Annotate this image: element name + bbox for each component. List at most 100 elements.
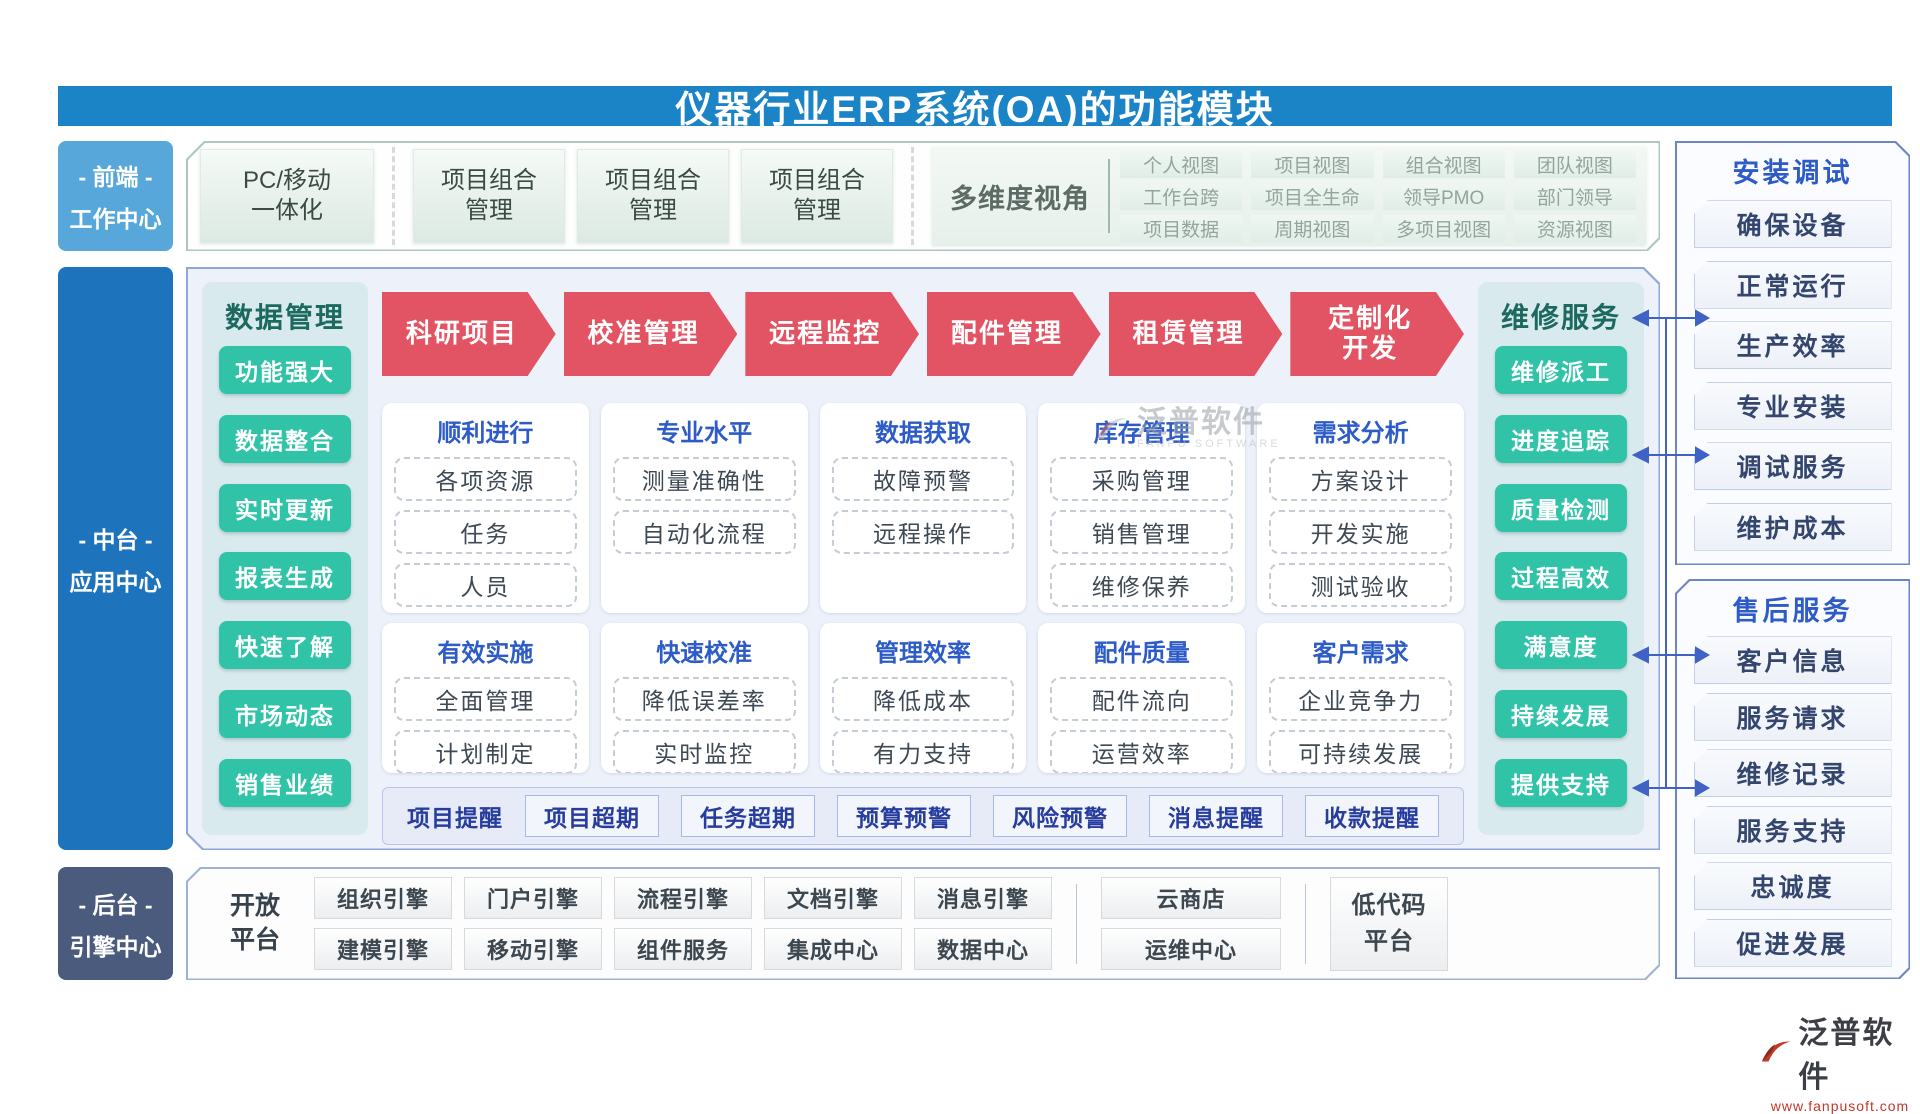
- card-item[interactable]: 测量准确性: [612, 457, 796, 501]
- view-cell[interactable]: 项目视图: [1251, 150, 1374, 178]
- module-banner[interactable]: 定制化 开发: [1290, 292, 1464, 376]
- panel-item[interactable]: 维护成本: [1693, 502, 1892, 551]
- card-item[interactable]: 各项资源: [394, 457, 577, 501]
- card-item[interactable]: 远程操作: [831, 510, 1015, 554]
- card-item[interactable]: 任务: [394, 510, 577, 554]
- card-item[interactable]: 运营效率: [1050, 730, 1234, 773]
- panel-item[interactable]: 专业安装: [1693, 381, 1892, 430]
- card-item[interactable]: 降低误差率: [612, 677, 796, 721]
- engine-box[interactable]: 数据中心: [914, 928, 1052, 970]
- panel-item[interactable]: 正常运行: [1693, 260, 1892, 309]
- data-management-panel: 数据管理 功能强大 数据整合 实时更新 报表生成 快速了解 市场动态 销售业绩: [202, 282, 368, 835]
- panel-item[interactable]: 确保设备: [1693, 200, 1892, 249]
- data-button[interactable]: 实时更新: [219, 483, 351, 532]
- service-button[interactable]: 进度追踪: [1495, 415, 1627, 464]
- engine-box[interactable]: 门户引擎: [464, 877, 602, 919]
- panel-title: 售后服务: [1732, 596, 1853, 626]
- panel-item[interactable]: 服务请求: [1693, 692, 1892, 741]
- module-banner[interactable]: 科研项目: [382, 292, 556, 376]
- view-cell[interactable]: 工作台跨: [1120, 182, 1243, 210]
- card-item[interactable]: 测试验收: [1269, 563, 1452, 607]
- low-code-platform-box[interactable]: 低代码平台: [1330, 876, 1448, 971]
- data-button[interactable]: 报表生成: [219, 552, 351, 601]
- panel-item[interactable]: 客户信息: [1693, 636, 1892, 685]
- sidebar-label: - 中台 -: [78, 526, 153, 553]
- alert-item[interactable]: 预算预警: [837, 795, 971, 837]
- module-banner[interactable]: 租赁管理: [1109, 292, 1283, 376]
- card-item[interactable]: 降低成本: [831, 677, 1015, 721]
- page-title: 仪器行业ERP系统(OA)的功能模块: [675, 89, 1275, 130]
- cloud-box[interactable]: 运维中心: [1101, 928, 1281, 970]
- sidebar-item-backend[interactable]: - 后台 - 引擎中心: [58, 867, 173, 980]
- sidebar-item-midplatform[interactable]: - 中台 - 应用中心: [58, 267, 173, 850]
- card-item[interactable]: 自动化流程: [612, 510, 796, 554]
- portfolio-box[interactable]: 项目组合 管理: [741, 149, 893, 243]
- engine-box[interactable]: 组件服务: [614, 928, 752, 970]
- card-item[interactable]: 开发实施: [1269, 510, 1452, 554]
- card-item[interactable]: 销售管理: [1050, 510, 1234, 554]
- view-cell[interactable]: 多项目视图: [1382, 214, 1505, 242]
- view-cell[interactable]: 组合视图: [1382, 150, 1505, 178]
- module-banner[interactable]: 远程监控: [745, 292, 919, 376]
- card-item[interactable]: 计划制定: [394, 730, 577, 773]
- card-item[interactable]: 方案设计: [1269, 457, 1452, 501]
- view-cell[interactable]: 团队视图: [1513, 150, 1636, 178]
- view-cell[interactable]: 项目全生命: [1251, 182, 1374, 210]
- install-debug-panel: 安装调试 确保设备 正常运行 生产效率 专业安装 调试服务 维护成本: [1675, 141, 1910, 565]
- alert-item[interactable]: 收款提醒: [1305, 795, 1439, 837]
- service-button[interactable]: 持续发展: [1495, 689, 1627, 738]
- fanpu-logo[interactable]: 泛普软件 www.fanpusoft.com: [1760, 1008, 1920, 1114]
- data-button[interactable]: 数据整合: [219, 415, 351, 464]
- service-button[interactable]: 过程高效: [1495, 552, 1627, 601]
- view-cell[interactable]: 个人视图: [1120, 150, 1243, 178]
- module-banner[interactable]: 配件管理: [927, 292, 1101, 376]
- alert-item[interactable]: 风险预警: [993, 795, 1127, 837]
- data-button[interactable]: 功能强大: [219, 346, 351, 395]
- card-item[interactable]: 人员: [394, 563, 577, 607]
- card-item[interactable]: 企业竞争力: [1269, 677, 1452, 721]
- panel-item[interactable]: 促进发展: [1693, 918, 1892, 967]
- panel-item[interactable]: 服务支持: [1693, 805, 1892, 854]
- service-button[interactable]: 质量检测: [1495, 483, 1627, 532]
- view-cell[interactable]: 周期视图: [1251, 214, 1374, 242]
- sidebar-item-frontend[interactable]: - 前端 - 工作中心: [58, 141, 173, 251]
- service-button[interactable]: 维修派工: [1495, 346, 1627, 395]
- alert-item[interactable]: 任务超期: [681, 795, 815, 837]
- view-cell[interactable]: 项目数据: [1120, 214, 1243, 242]
- data-button[interactable]: 快速了解: [219, 621, 351, 670]
- engine-box[interactable]: 消息引擎: [914, 877, 1052, 919]
- engine-box[interactable]: 组织引擎: [314, 877, 452, 919]
- view-cell[interactable]: 部门领导: [1513, 182, 1636, 210]
- card-item[interactable]: 有力支持: [831, 730, 1015, 773]
- panel-item[interactable]: 忠诚度: [1693, 862, 1892, 911]
- engine-box[interactable]: 文档引擎: [764, 877, 902, 919]
- card-item[interactable]: 实时监控: [612, 730, 796, 773]
- engine-box[interactable]: 移动引擎: [464, 928, 602, 970]
- cloud-box[interactable]: 云商店: [1101, 877, 1281, 919]
- portfolio-box[interactable]: 项目组合 管理: [413, 149, 565, 243]
- engine-box[interactable]: 建模引擎: [314, 928, 452, 970]
- card-item[interactable]: 配件流向: [1050, 677, 1234, 721]
- engine-box[interactable]: 集成中心: [764, 928, 902, 970]
- portfolio-box[interactable]: 项目组合 管理: [577, 149, 729, 243]
- engine-box[interactable]: 流程引擎: [614, 877, 752, 919]
- service-button[interactable]: 提供支持: [1495, 758, 1627, 807]
- data-button[interactable]: 销售业绩: [219, 758, 351, 807]
- card-item[interactable]: 采购管理: [1050, 457, 1234, 501]
- card-item[interactable]: 故障预警: [831, 457, 1015, 501]
- panel-item[interactable]: 维修记录: [1693, 749, 1892, 798]
- pc-mobile-box[interactable]: PC/移动 一体化: [200, 149, 374, 243]
- card-item[interactable]: 维修保养: [1050, 563, 1234, 607]
- card-item[interactable]: 可持续发展: [1269, 730, 1452, 773]
- data-button[interactable]: 市场动态: [219, 689, 351, 738]
- alert-item[interactable]: 消息提醒: [1149, 795, 1283, 837]
- service-button[interactable]: 满意度: [1495, 621, 1627, 670]
- alert-item[interactable]: 项目超期: [525, 795, 659, 837]
- banner-line: 远程监控: [769, 318, 882, 349]
- panel-item[interactable]: 生产效率: [1693, 321, 1892, 370]
- panel-item[interactable]: 调试服务: [1693, 442, 1892, 491]
- module-banner[interactable]: 校准管理: [564, 292, 738, 376]
- view-cell[interactable]: 领导PMO: [1382, 182, 1505, 210]
- card-item[interactable]: 全面管理: [394, 677, 577, 721]
- view-cell[interactable]: 资源视图: [1513, 214, 1636, 242]
